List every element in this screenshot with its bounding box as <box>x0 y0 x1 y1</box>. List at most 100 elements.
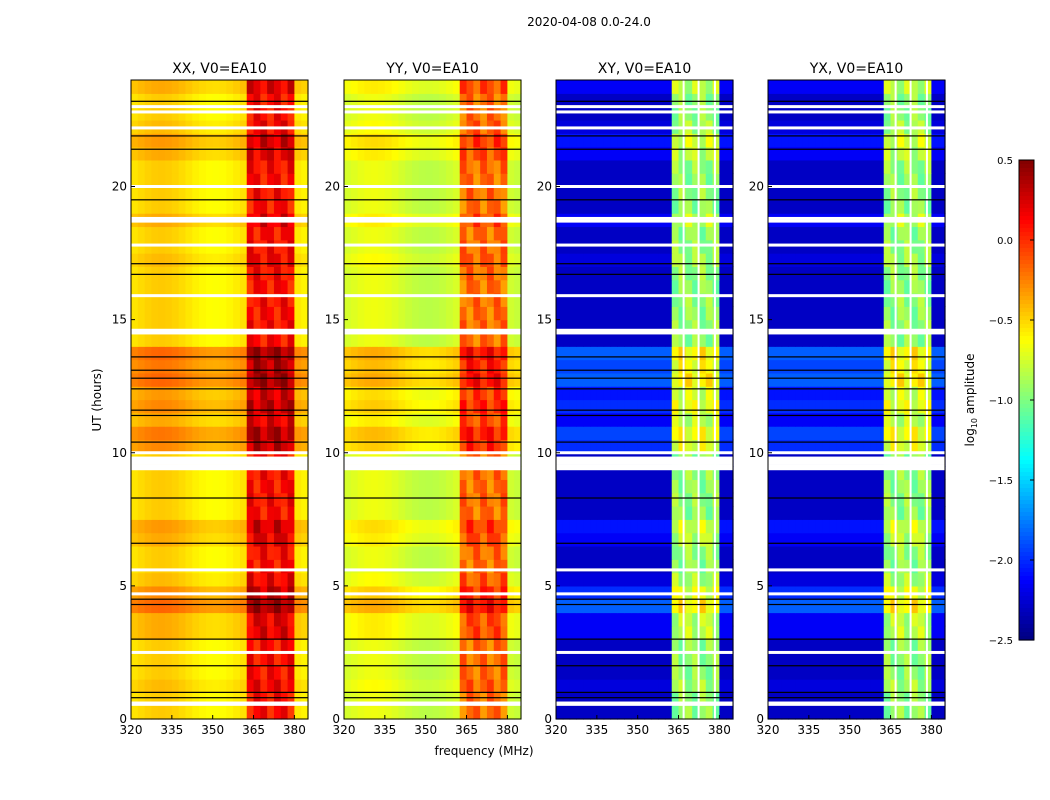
heatmap-cell <box>357 173 366 188</box>
heatmap-cell <box>398 80 406 94</box>
heatmap-cell <box>904 226 912 241</box>
heatmap-cell <box>144 665 153 680</box>
heatmap-cell <box>486 93 495 108</box>
heatmap-cell <box>768 253 776 267</box>
heatmap-cell <box>459 266 468 281</box>
heatmap-cell <box>158 492 166 507</box>
heatmap-cell <box>569 332 578 347</box>
heatmap-cell <box>199 359 207 374</box>
heatmap-cell <box>398 652 406 667</box>
heatmap-cell <box>294 492 302 507</box>
heatmap-cell <box>439 239 447 254</box>
heatmap-cell <box>849 519 858 534</box>
heatmap-cell <box>260 519 268 534</box>
heatmap-cell <box>158 572 166 587</box>
heatmap-cell <box>418 319 427 334</box>
heatmap-cell <box>617 652 625 667</box>
heatmap-cell <box>938 399 946 414</box>
heatmap-cell <box>459 133 468 148</box>
heatmap-cell <box>480 239 488 254</box>
heatmap-cell <box>836 266 844 281</box>
heatmap-cell <box>151 359 159 374</box>
heatmap-cell <box>267 293 275 307</box>
heatmap-cell <box>863 506 871 520</box>
heatmap-cell <box>596 652 605 667</box>
heatmap-cell <box>144 506 153 520</box>
heatmap-cell <box>493 386 502 401</box>
heatmap-cell <box>924 199 932 214</box>
heatmap-cell <box>466 426 474 441</box>
heatmap-cell <box>624 346 632 361</box>
heatmap-cell <box>246 705 255 720</box>
heatmap-cell <box>452 346 461 361</box>
heatmap-cell <box>294 253 302 267</box>
heatmap-cell <box>781 199 790 214</box>
heatmap-cell <box>131 479 139 494</box>
heatmap-cell <box>294 266 302 281</box>
heatmap-cell <box>863 466 871 480</box>
heatmap-cell <box>678 399 686 414</box>
heatmap-cell <box>412 399 420 414</box>
heatmap-cell <box>842 253 851 267</box>
heatmap-cell <box>212 332 221 347</box>
heatmap-cell <box>412 545 420 560</box>
heatmap-cell <box>294 80 302 94</box>
heatmap-cell <box>617 506 625 520</box>
heatmap-cell <box>459 412 468 427</box>
heatmap-cell <box>630 253 639 267</box>
heatmap-cell <box>624 652 632 667</box>
heatmap-cell <box>644 412 652 427</box>
heatmap-cell <box>486 639 495 654</box>
flagged-channel <box>713 80 716 719</box>
heatmap-cell <box>658 479 666 494</box>
heatmap-cell <box>212 519 221 534</box>
heatmap-cell <box>500 332 508 347</box>
heatmap-cell <box>466 199 474 214</box>
heatmap-cell <box>432 319 440 334</box>
heatmap-cell <box>705 599 714 614</box>
heatmap-cell <box>562 159 571 174</box>
heatmap-cell <box>829 412 837 427</box>
heatmap-cell <box>398 519 406 534</box>
heatmap-cell <box>938 506 946 520</box>
heatmap-cell <box>412 439 420 454</box>
heatmap-cell <box>863 346 871 361</box>
heatmap-cell <box>151 612 159 627</box>
flagged-row-white <box>131 701 308 705</box>
heatmap-cell <box>165 386 173 401</box>
heatmap-cell <box>863 279 871 294</box>
heatmap-cell <box>624 519 632 534</box>
flagged-row-black <box>556 441 733 443</box>
heatmap-cell <box>144 466 153 480</box>
heatmap-cell <box>239 519 248 534</box>
heatmap-cell <box>205 506 214 520</box>
heatmap-cell <box>630 559 639 574</box>
heatmap-cell <box>239 532 248 547</box>
heatmap-cell <box>350 133 359 148</box>
heatmap-cell <box>678 692 686 707</box>
heatmap-cell <box>630 572 639 587</box>
heatmap-cell <box>500 386 508 401</box>
heatmap-cell <box>507 386 515 401</box>
heatmap-cell <box>350 519 359 534</box>
heatmap-cell <box>507 199 515 214</box>
heatmap-cell <box>904 319 912 334</box>
heatmap-cell <box>768 612 776 627</box>
heatmap-cell <box>938 253 946 267</box>
heatmap-cell <box>562 599 571 614</box>
heatmap-cell <box>226 466 234 480</box>
heatmap-cell <box>165 372 173 387</box>
heatmap-cell <box>405 466 413 480</box>
heatmap-cell <box>260 239 268 254</box>
heatmap-cell <box>137 146 146 161</box>
heatmap-cell <box>576 679 584 693</box>
heatmap-cell <box>774 293 783 307</box>
heatmap-cell <box>678 186 686 201</box>
heatmap-cell <box>165 293 173 307</box>
heatmap-cell <box>185 293 193 307</box>
heatmap-cell <box>698 306 707 321</box>
heatmap-cell <box>171 426 180 441</box>
heatmap-cell <box>590 133 598 148</box>
heatmap-cell <box>226 346 234 361</box>
heatmap-cell <box>226 479 234 494</box>
